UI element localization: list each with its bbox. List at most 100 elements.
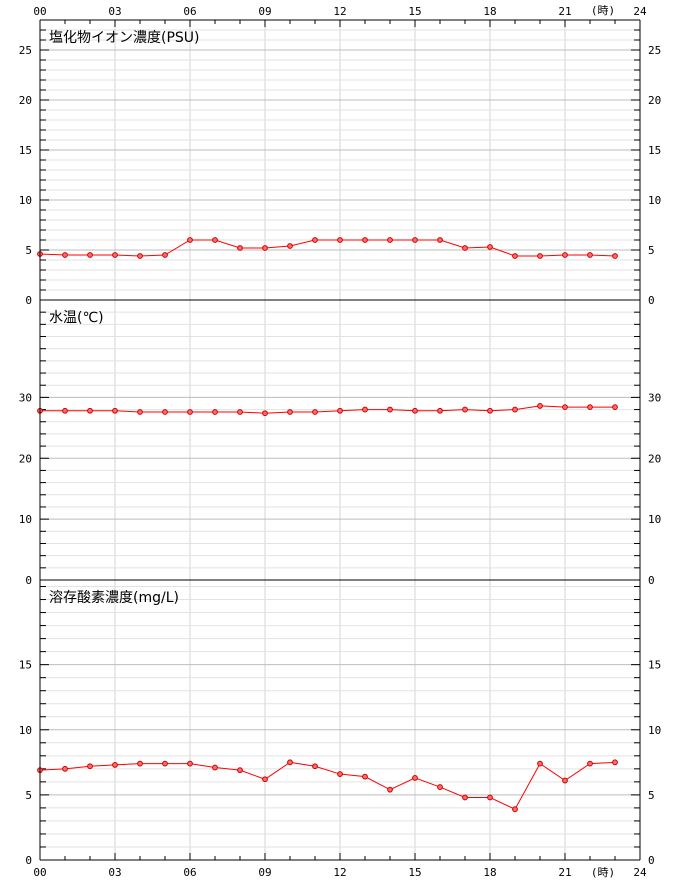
data-point (362, 237, 368, 243)
data-point (537, 403, 543, 409)
panel-title: 水温(℃) (49, 310, 104, 326)
data-point (262, 776, 268, 783)
data-point (512, 406, 518, 413)
x-tick-label-top: 09 (258, 5, 271, 18)
data-point (362, 406, 368, 413)
data-point (162, 252, 168, 258)
data-point (262, 245, 268, 251)
x-tick-label-top: 06 (183, 5, 196, 18)
panel-title: 塩化物イオン濃度(PSU) (49, 30, 200, 46)
series-line (39, 239, 616, 257)
y-tick-label-left: 25 (19, 44, 32, 57)
data-point (212, 764, 218, 771)
data-point (562, 252, 568, 258)
y-tick-label-right: 20 (648, 452, 661, 465)
data-point (187, 760, 193, 767)
data-point (587, 404, 593, 411)
data-point (162, 409, 168, 415)
y-tick-label-right: 10 (648, 513, 661, 526)
data-point (562, 777, 568, 784)
data-point (612, 253, 618, 259)
data-point (437, 407, 443, 414)
data-point (137, 760, 143, 767)
data-point (87, 407, 93, 414)
data-point (262, 410, 268, 417)
y-tick-label-right: 0 (648, 294, 655, 307)
y-tick-label-right: 10 (648, 194, 661, 207)
data-point (412, 775, 418, 781)
data-point (462, 794, 468, 801)
data-point (512, 253, 518, 259)
data-point (162, 760, 168, 767)
x-unit-top: (時) (591, 4, 615, 17)
x-tick-label-top: 03 (108, 5, 121, 18)
data-point (112, 252, 118, 258)
x-tick-label-bottom: 09 (258, 866, 271, 879)
data-point (437, 784, 443, 790)
data-point (387, 406, 393, 413)
data-point (487, 407, 493, 414)
data-point (512, 806, 518, 813)
y-tick-label-right: 15 (648, 659, 661, 672)
x-tick-label-bottom: 21 (558, 866, 571, 879)
data-point (87, 763, 93, 770)
x-unit-bottom: (時) (591, 866, 615, 879)
data-point (187, 409, 193, 415)
x-tick-label-top: 12 (333, 5, 346, 18)
y-tick-label-right: 30 (648, 391, 661, 404)
y-tick-label-left: 10 (19, 194, 32, 207)
y-tick-label-right: 5 (648, 244, 655, 257)
x-tick-label-bottom: 03 (108, 866, 121, 879)
data-point (387, 237, 393, 243)
data-point (287, 409, 293, 415)
x-tick-label-bottom: 00 (33, 866, 46, 879)
data-point (312, 409, 318, 415)
y-tick-label-left: 30 (19, 391, 32, 404)
data-point (537, 253, 543, 259)
data-point (212, 409, 218, 415)
data-point (587, 252, 593, 258)
data-point (362, 773, 368, 780)
x-tick-label-bottom: 12 (333, 866, 346, 879)
data-point (537, 760, 543, 767)
data-point (412, 407, 418, 414)
data-point (562, 404, 568, 411)
data-point (412, 237, 418, 243)
x-tick-label-top: 24 (633, 5, 647, 18)
data-point (462, 406, 468, 413)
y-tick-label-right: 0 (648, 854, 655, 867)
data-point (137, 253, 143, 259)
y-tick-label-left: 0 (25, 574, 32, 587)
data-point (187, 237, 193, 243)
x-tick-label-top: 15 (408, 5, 421, 18)
data-point (462, 245, 468, 251)
y-tick-label-left: 0 (25, 854, 32, 867)
data-point (612, 759, 618, 766)
data-point (212, 237, 218, 243)
data-point (237, 245, 243, 251)
data-point (487, 244, 493, 250)
data-point (487, 794, 493, 801)
y-tick-label-right: 0 (648, 574, 655, 587)
series-line (39, 761, 616, 810)
y-tick-label-left: 0 (25, 294, 32, 307)
data-point (287, 243, 293, 249)
data-point (337, 237, 343, 243)
panel-title: 溶存酸素濃度(mg/L) (49, 590, 179, 606)
data-point (387, 786, 393, 793)
data-point (612, 404, 618, 411)
y-tick-label-right: 20 (648, 94, 661, 107)
y-tick-label-left: 10 (19, 724, 32, 737)
y-tick-label-right: 10 (648, 724, 661, 737)
x-tick-label-bottom: 15 (408, 866, 421, 879)
y-tick-label-left: 15 (19, 144, 32, 157)
x-tick-label-top: 00 (33, 5, 46, 18)
data-point (287, 759, 293, 766)
y-tick-label-left: 5 (25, 244, 32, 257)
data-point (337, 771, 343, 777)
data-point (237, 767, 243, 774)
data-point (62, 765, 68, 772)
y-tick-label-right: 25 (648, 44, 661, 57)
